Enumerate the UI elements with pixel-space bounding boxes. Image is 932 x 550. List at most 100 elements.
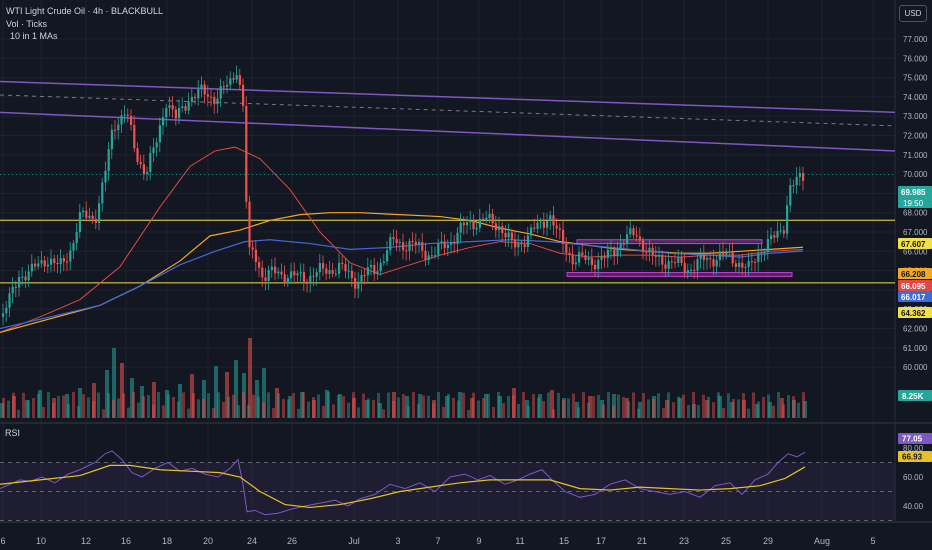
candle-body — [382, 261, 385, 263]
candle-body — [738, 262, 741, 267]
volume-bar — [362, 393, 365, 418]
candle-body — [184, 106, 187, 111]
candle-body — [91, 215, 94, 219]
candle-body — [69, 250, 72, 262]
candle-body — [530, 227, 533, 236]
volume-bar — [397, 397, 400, 418]
candle-body — [606, 249, 609, 259]
volume-bar — [767, 394, 770, 418]
candle-body — [75, 232, 78, 244]
volume-bar — [387, 392, 390, 418]
volume-bar — [12, 396, 16, 418]
volume-bar — [717, 392, 720, 418]
candle-body — [264, 277, 267, 281]
candle-body — [302, 272, 305, 282]
candle-body — [731, 251, 734, 264]
volume-bar — [432, 400, 436, 418]
candle-body — [136, 148, 139, 162]
volume-bar — [392, 392, 396, 418]
volume-bar — [52, 403, 55, 418]
volume-bar — [237, 405, 240, 418]
candle-body — [334, 273, 337, 275]
volume-bar — [732, 398, 735, 418]
volume-bar — [652, 398, 655, 418]
volume-tag-label: 8.25K — [902, 392, 924, 401]
candle-body — [514, 239, 517, 248]
volume-bar — [588, 396, 592, 418]
volume-bar — [262, 402, 265, 418]
midline-dashed — [0, 94, 896, 127]
volume-bar — [638, 402, 642, 418]
candle-body — [11, 286, 14, 294]
volume-bar — [557, 392, 560, 418]
volume-bar — [627, 401, 630, 418]
volume-bar — [357, 407, 360, 418]
volume-bar — [92, 383, 96, 418]
volume-bar — [607, 392, 610, 418]
candle-body — [328, 270, 331, 274]
volume-bar — [27, 400, 30, 418]
candle-body — [546, 221, 549, 228]
candle-body — [466, 222, 469, 226]
volume-bar — [392, 400, 395, 418]
price-axis-label: 76.000 — [903, 54, 928, 63]
volume-bar — [248, 338, 252, 418]
price-axis-label: 71.000 — [903, 151, 928, 160]
candle-body — [510, 232, 513, 240]
candle-body — [741, 262, 744, 268]
candle-body — [165, 107, 168, 118]
volume-bar — [112, 399, 115, 418]
candle-body — [27, 271, 30, 281]
volume-bar — [498, 396, 502, 418]
volume-bar — [7, 400, 10, 418]
candle-body — [443, 241, 446, 249]
volume-bar — [692, 404, 696, 418]
volume-bar — [337, 395, 340, 418]
candle-body — [142, 164, 145, 175]
candle-body — [632, 228, 635, 236]
volume-bar — [242, 392, 245, 418]
volume-bar — [512, 395, 515, 418]
volume-bar — [137, 402, 140, 418]
candle-body — [258, 262, 261, 268]
volume-bar — [78, 388, 82, 418]
candle-body — [101, 182, 104, 204]
candle-body — [747, 261, 750, 267]
volume-bar — [192, 393, 195, 418]
volume-bar — [587, 402, 590, 418]
candle-body — [654, 255, 657, 257]
time-tick-label: 15 — [559, 536, 569, 546]
volume-bar — [352, 398, 356, 418]
candle-body — [674, 262, 677, 264]
candle-body — [306, 281, 309, 283]
candle-body — [699, 254, 702, 260]
volume-bar — [567, 398, 570, 418]
volume-bar — [682, 394, 685, 418]
candle-body — [450, 242, 453, 245]
currency-button[interactable]: USD — [899, 5, 927, 22]
time-tick-label: 26 — [287, 536, 297, 546]
volume-bar — [87, 397, 90, 418]
volume-bar — [762, 397, 765, 418]
candle-body — [690, 269, 693, 271]
volume-bar — [165, 390, 169, 418]
volume-bar — [517, 403, 520, 418]
candle-body — [267, 270, 270, 281]
volume-bar — [142, 396, 145, 418]
volume-bar — [803, 401, 807, 418]
candle-body — [792, 185, 795, 187]
candle-body — [133, 125, 136, 149]
volume-bar — [445, 396, 449, 418]
candle-body — [498, 226, 501, 231]
candle-body — [776, 231, 779, 238]
volume-bar — [665, 400, 669, 418]
candle-body — [56, 263, 59, 265]
candle-body — [520, 243, 523, 245]
volume-bar — [458, 392, 462, 418]
volume-bar — [127, 407, 130, 418]
candle-body — [34, 263, 37, 267]
candle-body — [782, 230, 785, 234]
volume-bar — [120, 363, 124, 418]
candle-body — [5, 307, 8, 314]
